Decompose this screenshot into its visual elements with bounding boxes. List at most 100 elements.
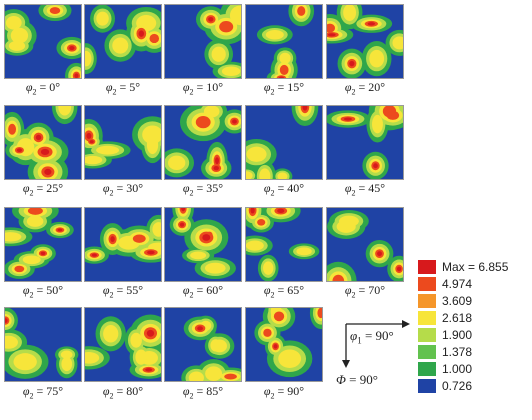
- odf-section-map: [245, 207, 323, 282]
- odf-section-map: [4, 4, 82, 79]
- phi2-symbol: φ: [344, 80, 352, 94]
- euler-axes-indicator: φ1 = 90° Φ = 90°: [334, 318, 414, 398]
- legend-label: 1.378: [442, 345, 473, 359]
- section-label: φ2 = 75°: [22, 384, 64, 401]
- section-label: φ2 = 50°: [22, 283, 64, 300]
- phi1-axis-label: φ1 = 90°: [350, 328, 394, 346]
- phi2-subscript: 2: [270, 188, 275, 198]
- phi2-symbol: φ: [22, 384, 30, 398]
- phi2-symbol: φ: [22, 181, 30, 195]
- phi2-symbol: φ: [102, 384, 110, 398]
- legend-label: 1.000: [442, 362, 473, 376]
- phi2-subscript: 2: [109, 290, 114, 300]
- phi2-subscript: 2: [189, 188, 194, 198]
- phi2-subscript: 2: [189, 391, 194, 401]
- odf-section-map: [164, 4, 242, 79]
- phi2-symbol: φ: [22, 283, 30, 297]
- phi2-subscript: 2: [112, 87, 117, 97]
- phi2-symbol: φ: [182, 181, 190, 195]
- section-label: φ2 = 65°: [263, 283, 305, 300]
- section-label: φ2 = 55°: [102, 283, 144, 300]
- phi2-symbol: φ: [344, 283, 352, 297]
- phi2-value: 85°: [206, 384, 224, 398]
- phi2-symbol: φ: [263, 80, 271, 94]
- odf-section-map: [164, 105, 242, 180]
- section-label: φ2 = 45°: [344, 181, 386, 198]
- phi2-symbol: φ: [102, 181, 110, 195]
- legend-swatch: [418, 277, 436, 291]
- odf-section-map: [4, 207, 82, 282]
- section-label: φ2 = 35°: [182, 181, 224, 198]
- phi2-symbol: φ: [344, 181, 352, 195]
- phi2-subscript: 2: [351, 188, 356, 198]
- legend-label: 1.900: [442, 328, 473, 342]
- phi2-value: 10°: [206, 80, 224, 94]
- section-label: φ2 = 15°: [263, 80, 305, 97]
- legend-swatch: [418, 260, 436, 274]
- odf-section-map: [245, 105, 323, 180]
- odf-section-map: [326, 207, 404, 282]
- legend-swatch: [418, 311, 436, 325]
- phi2-subscript: 2: [29, 391, 34, 401]
- legend-swatch: [418, 345, 436, 359]
- phi2-subscript: 2: [29, 188, 34, 198]
- odf-section-map: [245, 4, 323, 79]
- phi2-subscript: 2: [270, 391, 275, 401]
- section-label: φ2 = 20°: [344, 80, 386, 97]
- phi2-value: 40°: [287, 181, 305, 195]
- phi2-value: 45°: [368, 181, 386, 195]
- phi2-value: 70°: [368, 283, 386, 297]
- section-label: φ2 = 40°: [263, 181, 305, 198]
- phi2-value: 80°: [126, 384, 144, 398]
- section-label: φ2 = 85°: [182, 384, 224, 401]
- odf-section-map: [326, 105, 404, 180]
- phi2-subscript: 2: [270, 290, 275, 300]
- section-label: φ2 = 30°: [102, 181, 144, 198]
- phi2-subscript: 2: [29, 290, 34, 300]
- arrow-right-icon: [402, 320, 410, 328]
- phi2-value: 5°: [129, 80, 141, 94]
- phi2-subscript: 2: [351, 87, 356, 97]
- phi2-symbol: φ: [263, 283, 271, 297]
- section-label: φ2 = 70°: [344, 283, 386, 300]
- legend-swatch: [418, 362, 436, 376]
- section-label: φ2 = 25°: [22, 181, 64, 198]
- odf-section-map: [84, 207, 162, 282]
- phi2-value: 0°: [49, 80, 61, 94]
- section-label: φ2 = 10°: [182, 80, 224, 97]
- phi2-symbol: φ: [102, 283, 110, 297]
- legend-swatch: [418, 294, 436, 308]
- legend-swatch: [418, 328, 436, 342]
- phi2-value: 25°: [46, 181, 64, 195]
- phi2-subscript: 2: [270, 87, 275, 97]
- odf-section-map: [84, 105, 162, 180]
- phi2-subscript: 2: [109, 188, 114, 198]
- phi2-subscript: 2: [109, 391, 114, 401]
- phi2-subscript: 2: [32, 87, 37, 97]
- Phi-axis-label: Φ = 90°: [336, 372, 378, 387]
- phi2-symbol: φ: [25, 80, 33, 94]
- phi2-value: 55°: [126, 283, 144, 297]
- legend-label: Max = 6.855: [442, 260, 509, 274]
- section-label: φ2 = 0°: [25, 80, 61, 97]
- phi2-symbol: φ: [263, 384, 271, 398]
- phi2-value: 30°: [126, 181, 144, 195]
- phi2-value: 75°: [46, 384, 64, 398]
- phi2-value: 35°: [206, 181, 224, 195]
- odf-section-map: [164, 307, 242, 382]
- odf-section-map: [84, 4, 162, 79]
- phi2-value: 20°: [368, 80, 386, 94]
- phi2-subscript: 2: [189, 290, 194, 300]
- legend-label: 3.609: [442, 294, 473, 308]
- phi2-symbol: φ: [105, 80, 113, 94]
- odf-section-map: [326, 4, 404, 79]
- phi2-value: 60°: [206, 283, 224, 297]
- phi2-value: 15°: [287, 80, 305, 94]
- legend-label: 4.974: [442, 277, 473, 291]
- odf-section-map: [84, 307, 162, 382]
- section-label: φ2 = 80°: [102, 384, 144, 401]
- phi2-symbol: φ: [182, 80, 190, 94]
- legend-label: 2.618: [442, 311, 473, 325]
- odf-section-map: [4, 105, 82, 180]
- arrow-down-icon: [342, 360, 350, 368]
